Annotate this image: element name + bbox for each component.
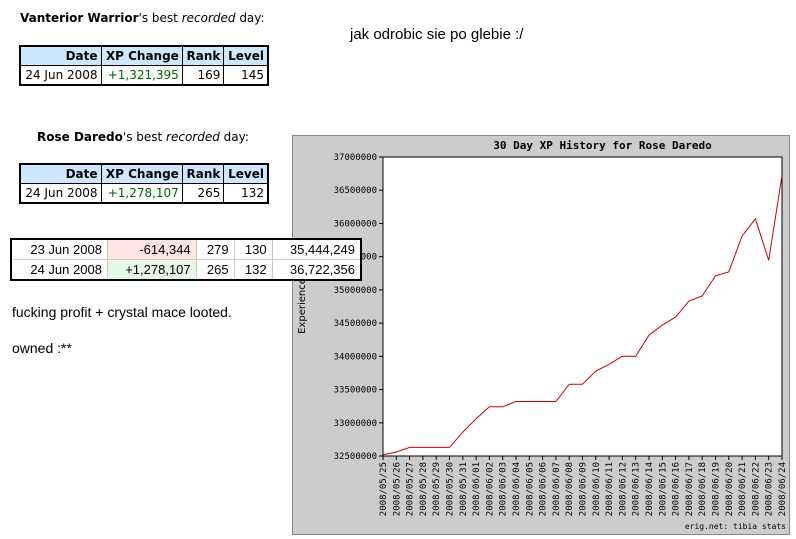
cell: +1,278,107	[106, 259, 197, 281]
credit: erig.net: tibia stats	[685, 522, 786, 531]
x-tick-label: 2008/05/29	[432, 462, 442, 516]
y-tick-label: 34500000	[334, 319, 377, 329]
x-tick-label: 2008/06/08	[565, 462, 575, 516]
header-cell: Rank	[181, 45, 225, 66]
cell: +1,321,395	[100, 65, 183, 86]
y-tick-label: 36000000	[334, 219, 377, 229]
x-tick-label: 2008/05/31	[459, 462, 469, 516]
text: 's best	[138, 11, 182, 25]
x-tick-label: 2008/05/25	[379, 462, 389, 516]
x-tick-label: 2008/06/11	[605, 462, 615, 516]
cell: 23 Jun 2008	[10, 238, 108, 260]
warrior-heading: Vanterior Warrior's best recorded day:	[20, 11, 265, 25]
warrior-table: Date XP Change Rank Level 24 Jun 2008 +1,321…	[19, 45, 269, 86]
comment: jak odrobic sie po glebie :/	[350, 26, 524, 43]
x-tick-label: 2008/05/27	[406, 462, 416, 516]
x-tick-label: 2008/06/13	[632, 462, 642, 516]
player-name: Rose Daredo	[37, 130, 123, 144]
header-cell: Rank	[181, 163, 225, 184]
cell: 132	[233, 259, 273, 281]
cell: 24 Jun 2008	[19, 183, 102, 204]
x-tick-label: 2008/06/05	[525, 462, 535, 516]
cell: 130	[233, 238, 273, 260]
header-cell: XP Change	[100, 163, 183, 184]
y-tick-label: 33000000	[334, 419, 377, 429]
x-tick-label: 2008/06/20	[725, 462, 735, 516]
data-line	[382, 175, 783, 456]
y-axis-label: Experience	[297, 278, 308, 334]
x-tick-label: 2008/06/12	[618, 462, 628, 516]
cell: -614,344	[106, 238, 197, 260]
cell: 35,444,249	[271, 238, 362, 260]
rose-heading: Rose Daredo's best recorded day:	[37, 130, 249, 144]
header-cell: Level	[223, 45, 269, 66]
y-tick-label: 34000000	[334, 352, 377, 362]
header-cell: Date	[19, 163, 102, 184]
header-cell: XP Change	[100, 45, 183, 66]
y-tick-label: 36500000	[334, 186, 377, 196]
x-tick-label: 2008/06/10	[592, 462, 602, 516]
cell: +1,278,107	[100, 183, 183, 204]
rose-table: Date XP Change Rank Level 24 Jun 2008 +1,278…	[19, 163, 269, 204]
header-cell: Level	[223, 163, 269, 184]
x-tick-label: 2008/05/30	[446, 462, 456, 516]
x-tick-label: 2008/06/14	[645, 462, 655, 516]
cell: 265	[195, 259, 235, 281]
x-tick-label: 2008/06/21	[738, 462, 748, 516]
text: recorded	[181, 11, 236, 25]
x-tick-label: 2008/06/19	[712, 462, 722, 516]
history-table: 23 Jun 2008 -614,344 279 130 35,444,249 24 J…	[10, 238, 362, 281]
x-tick-label: 2008/06/16	[672, 462, 682, 516]
x-tick-label: 2008/06/07	[552, 462, 562, 516]
x-tick-label: 2008/06/06	[539, 462, 549, 516]
x-tick-label: 2008/06/22	[751, 462, 761, 516]
x-tick-label: 2008/05/28	[419, 462, 429, 516]
x-tick-label: 2008/06/17	[685, 462, 695, 516]
x-tick-label: 2008/06/18	[698, 462, 708, 516]
x-tick-label: 2008/06/23	[765, 462, 775, 516]
cell: 36,722,356	[271, 259, 362, 281]
x-tick-label: 2008/06/15	[658, 462, 668, 516]
y-tick-label: 33500000	[334, 386, 377, 396]
x-tick-label: 2008/06/01	[472, 462, 482, 516]
x-tick-label: 2008/06/03	[499, 462, 509, 516]
cell: 265	[181, 183, 225, 204]
text: recorded	[166, 130, 220, 144]
cell: 132	[223, 183, 269, 204]
header-cell: Date	[19, 45, 102, 66]
plot-area	[382, 156, 783, 457]
y-tick-label: 35000000	[334, 286, 377, 296]
text: day:	[235, 11, 265, 25]
x-tick-label: 2008/06/04	[512, 462, 522, 516]
chart-title: 30 Day XP History for Rose Daredo	[493, 139, 712, 152]
text: day:	[219, 130, 249, 144]
player-name: Vanterior Warrior	[20, 11, 139, 25]
cell: 169	[181, 65, 225, 86]
x-tick-label: 2008/05/26	[392, 462, 402, 516]
cell: 24 Jun 2008	[10, 259, 108, 281]
x-tick-label: 2008/06/24	[778, 462, 788, 516]
y-tick-label: 32500000	[334, 452, 377, 462]
x-tick-label: 2008/06/09	[579, 462, 589, 516]
text: fucking profit + crystal mace looted.	[12, 304, 232, 320]
text: owned :**	[12, 340, 72, 356]
cell: 24 Jun 2008	[19, 65, 102, 86]
cell: 145	[223, 65, 269, 86]
cell: 279	[195, 238, 235, 260]
y-tick-label: 37000000	[334, 153, 377, 163]
text: 's best	[122, 130, 167, 144]
x-tick-label: 2008/06/02	[485, 462, 495, 516]
